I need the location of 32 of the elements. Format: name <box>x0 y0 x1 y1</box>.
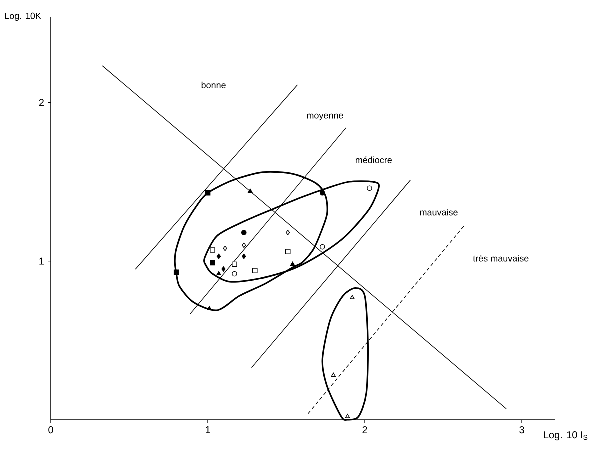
x-tick-label: 0 <box>48 426 54 434</box>
point <box>242 254 246 260</box>
annotation: moyenne <box>307 114 344 121</box>
point <box>345 414 350 418</box>
point <box>286 230 290 236</box>
point <box>290 262 296 266</box>
point <box>367 186 372 191</box>
x-tick-label: 2 <box>362 426 368 434</box>
point <box>210 248 216 253</box>
point <box>331 372 336 378</box>
point <box>232 262 238 268</box>
point <box>223 246 228 252</box>
y-axis-title: Log. 10K <box>5 12 42 22</box>
x-axis-title: Log. 10 I$_{S}$ <box>544 432 588 441</box>
annotation: médiocre <box>356 156 392 164</box>
annotation: mauvaise <box>420 209 458 216</box>
point <box>320 244 326 250</box>
point <box>222 266 226 272</box>
point <box>210 260 216 266</box>
point <box>242 242 246 248</box>
point <box>350 295 355 300</box>
point <box>252 268 258 274</box>
annotation: très mauvaise <box>473 255 529 262</box>
x-tick-label: 3 <box>520 426 524 434</box>
x-tick-label: 1 <box>206 426 210 434</box>
point <box>216 254 222 260</box>
point <box>232 271 238 277</box>
point <box>216 271 222 276</box>
point <box>285 249 291 254</box>
annotation: bonne <box>202 82 226 89</box>
point <box>241 230 247 236</box>
point <box>248 188 253 194</box>
